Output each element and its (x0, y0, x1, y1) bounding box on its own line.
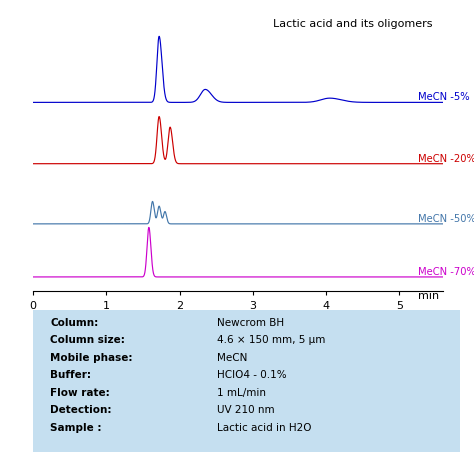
Text: HClO4 - 0.1%: HClO4 - 0.1% (217, 369, 286, 379)
Text: 1 mL/min: 1 mL/min (217, 387, 265, 397)
Text: MeCN -20%: MeCN -20% (418, 153, 474, 163)
Text: Mobile phase:: Mobile phase: (50, 352, 133, 362)
Text: Flow rate:: Flow rate: (50, 387, 110, 397)
Text: Sample :: Sample : (50, 422, 102, 432)
Text: MeCN -5%: MeCN -5% (418, 92, 469, 102)
Text: Lactic acid in H2O: Lactic acid in H2O (217, 422, 311, 432)
Text: MeCN: MeCN (217, 352, 247, 362)
Text: Column:: Column: (50, 317, 99, 327)
Text: min: min (419, 290, 439, 300)
Text: 4.6 × 150 mm, 5 μm: 4.6 × 150 mm, 5 μm (217, 335, 325, 344)
Text: MeCN -50%: MeCN -50% (418, 213, 474, 223)
Text: Column size:: Column size: (50, 335, 125, 344)
Text: Buffer:: Buffer: (50, 369, 91, 379)
Text: MeCN -70%: MeCN -70% (418, 266, 474, 276)
FancyBboxPatch shape (33, 310, 460, 452)
Text: Newcrom BH: Newcrom BH (217, 317, 284, 327)
Text: Lactic acid and its oligomers: Lactic acid and its oligomers (273, 19, 433, 29)
Text: Detection:: Detection: (50, 404, 112, 414)
Text: UV 210 nm: UV 210 nm (217, 404, 274, 414)
